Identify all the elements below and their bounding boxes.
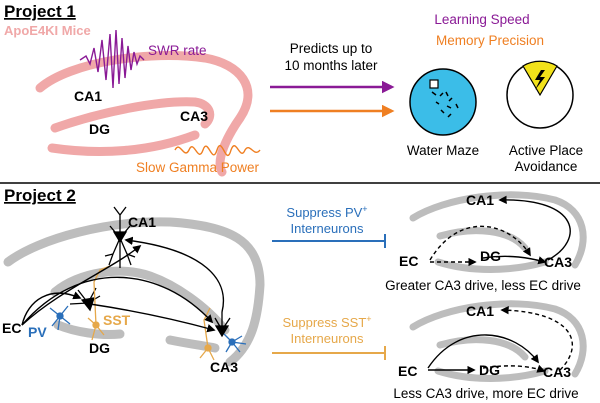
suppress-sst-line2: Interneurons	[291, 331, 364, 346]
hippocampus-mini-top: CA1 CA3 DG EC	[399, 191, 587, 273]
active-place-avoidance-icon	[506, 60, 574, 129]
top-caption: Greater CA3 drive, less EC drive	[385, 278, 581, 293]
p2-dg-lower	[53, 320, 125, 339]
ca1-pyramidal-neuron	[104, 206, 136, 268]
dg-granule-neuron	[69, 287, 101, 312]
ec-to-ca1-arrow	[21, 244, 142, 326]
p1-dg-label: DG	[89, 121, 110, 137]
water-maze-label: Water Maze	[407, 143, 479, 158]
hippocampus-outline-p2	[3, 217, 265, 367]
pv-interneuron-ca3	[223, 333, 247, 353]
suppress-pv-line1: Suppress PV+	[286, 204, 367, 220]
dg-upper-curve	[50, 97, 215, 133]
project2-title: Project 2	[4, 186, 76, 205]
slow-gamma-label: Slow Gamma Power	[136, 160, 260, 175]
p2-dg-label: DG	[89, 340, 110, 356]
project2-panel: Project 2	[2, 186, 587, 401]
project1-panel: Project 1 ApoE4KI Mice SWR rate Slow Gam…	[4, 2, 583, 177]
ec-to-dg-arrow	[21, 291, 82, 326]
suppress-sst-line1: Suppress SST+	[282, 314, 371, 330]
predicts-line1: Predicts up to	[290, 41, 373, 56]
p1-ca3-label: CA3	[180, 108, 208, 124]
p2-pv-label: PV	[28, 324, 47, 340]
p2-ca3-curve	[165, 335, 220, 353]
hippocampus-outline-p1	[35, 51, 253, 177]
predicts-line2: 10 months later	[284, 58, 378, 73]
ca3-pyramidal-neuron	[214, 312, 231, 338]
dg-lower-curve	[47, 130, 200, 157]
bot-ca3-label: CA3	[543, 364, 571, 380]
top-ca3-label: CA3	[544, 254, 572, 270]
bot-ca1-label: CA1	[466, 303, 494, 319]
dg-to-ca3-arrow	[89, 303, 216, 333]
sst-interneuron-ca3	[199, 307, 215, 361]
circuit-arrows-p2	[21, 236, 224, 333]
water-maze-icon	[409, 68, 477, 136]
suppress-pv-inhibit-arrow	[272, 234, 386, 248]
learning-speed-label: Learning Speed	[434, 12, 529, 27]
p1-ca1-label: CA1	[74, 88, 102, 104]
p2-dg-upper	[50, 266, 230, 335]
suppress-sst-inhibit-arrow	[272, 346, 386, 360]
project1-title: Project 1	[4, 2, 76, 21]
top-ec-label: EC	[399, 253, 418, 269]
hippocampus-mini-bottom: CA1 CA3 DG EC	[398, 300, 587, 382]
active-place-label-line1: Active Place	[509, 143, 583, 158]
p2-ca3-label: CA3	[210, 359, 238, 375]
ec-to-ca3-arrow	[21, 276, 214, 326]
top-ca1-label: CA1	[466, 192, 494, 208]
p2-ca-layer	[3, 217, 265, 367]
bot-ec-label: EC	[398, 363, 417, 379]
p2-ca1-label: CA1	[128, 214, 156, 230]
p2-sst-label: SST	[103, 312, 131, 328]
bot-dg-label: DG	[479, 362, 500, 378]
swr-rate-label: SWR rate	[148, 43, 207, 58]
active-place-label-line2: Avoidance	[515, 159, 578, 174]
ca3-to-ca1-arrow	[124, 236, 224, 313]
top-dg-label: DG	[480, 248, 501, 264]
bottom-caption: Less CA3 drive, more EC drive	[393, 386, 578, 401]
swr-trace	[79, 29, 145, 89]
memory-precision-label: Memory Precision	[436, 33, 544, 48]
p2-ec-label: EC	[2, 320, 21, 336]
slow-gamma-trace	[174, 144, 261, 157]
ca-layer-curve	[35, 51, 253, 177]
sst-interneuron-dg	[87, 265, 111, 341]
pv-interneuron-dg	[49, 305, 71, 331]
mouse-label: ApoE4KI Mice	[4, 23, 91, 38]
suppress-pv-line2: Interneurons	[291, 221, 364, 236]
